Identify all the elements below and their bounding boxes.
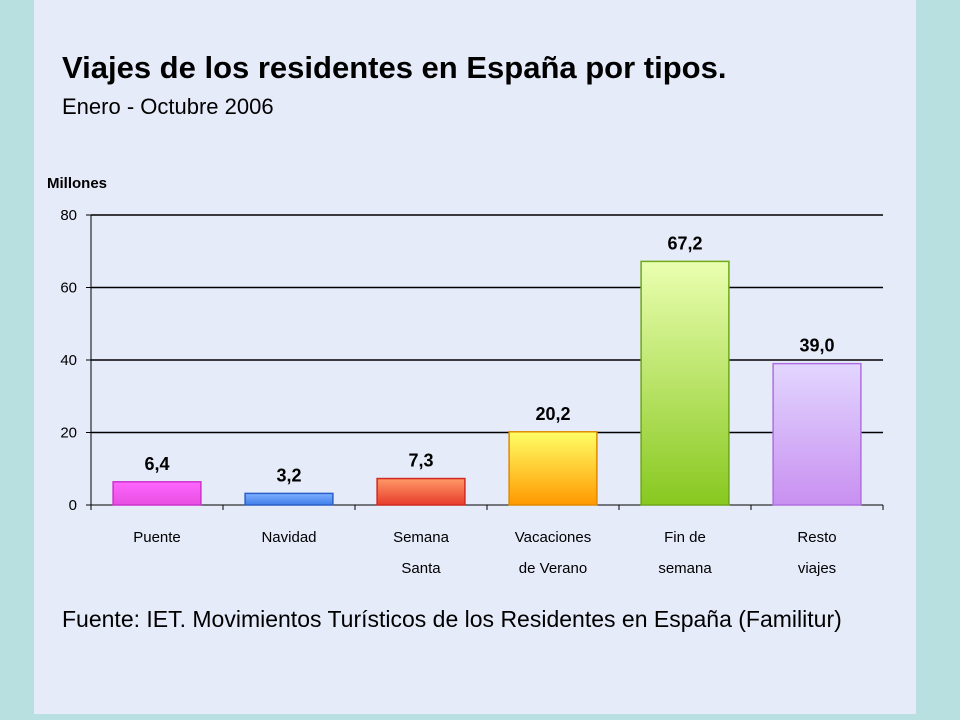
y-tick-label: 60 xyxy=(60,280,77,297)
category-label: Vacaciones xyxy=(515,529,591,546)
category-label: Puente xyxy=(133,529,181,546)
y-tick-label: 80 xyxy=(60,207,77,224)
bar xyxy=(508,431,598,506)
chart-subtitle: Enero - Octubre 2006 xyxy=(62,94,274,119)
category-label: Santa xyxy=(401,560,441,577)
bar xyxy=(640,260,730,506)
data-label: 6,4 xyxy=(144,454,169,474)
bar xyxy=(244,492,334,506)
data-label: 67,2 xyxy=(667,233,702,253)
bar xyxy=(376,477,466,506)
y-tick-label: 40 xyxy=(60,352,77,369)
category-label: de Verano xyxy=(519,560,587,577)
y-tick-label: 20 xyxy=(60,425,77,442)
bar xyxy=(772,362,862,506)
y-tick-label: 0 xyxy=(69,497,77,514)
chart-panel xyxy=(34,0,916,714)
category-label: semana xyxy=(658,560,712,577)
category-label: Resto xyxy=(797,529,836,546)
category-label: Fin de xyxy=(664,529,706,546)
bar xyxy=(112,481,202,506)
category-label: Navidad xyxy=(261,529,316,546)
data-label: 20,2 xyxy=(535,404,570,424)
source-note: Fuente: IET. Movimientos Turísticos de l… xyxy=(62,606,842,632)
data-label: 3,2 xyxy=(276,465,301,485)
chart-title: Viajes de los residentes en España por t… xyxy=(62,50,727,85)
category-label: viajes xyxy=(798,560,836,577)
data-label: 7,3 xyxy=(408,451,433,471)
category-label: Semana xyxy=(393,529,450,546)
data-label: 39,0 xyxy=(799,336,834,356)
y-axis-label: Millones xyxy=(47,175,107,192)
